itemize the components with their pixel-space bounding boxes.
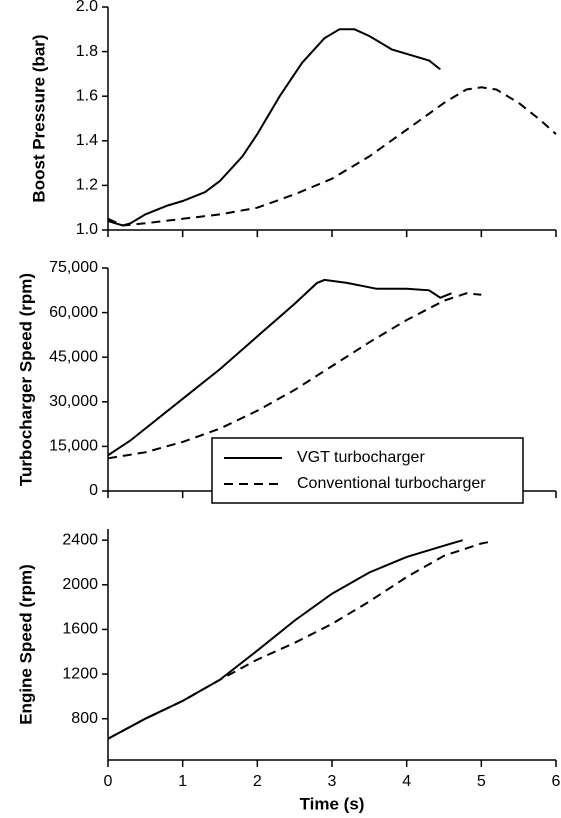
x-tick-label: 0: [104, 773, 113, 790]
y-axis-label: Engine Speed (rpm): [16, 564, 35, 725]
y-tick-label: 0: [89, 482, 98, 499]
y-tick-label: 15,000: [49, 438, 98, 455]
legend-label: VGT turbocharger: [297, 449, 425, 466]
x-tick-label: 1: [178, 773, 187, 790]
y-tick-label: 45,000: [49, 348, 98, 365]
y-tick-label: 1600: [62, 621, 98, 638]
y-tick-label: 1200: [62, 665, 98, 682]
series-line: [107, 28, 441, 227]
y-tick-label: 2400: [62, 531, 98, 548]
y-tick-label: 1.8: [76, 43, 98, 60]
legend: VGT turbocharger Conventional turbocharge…: [211, 437, 524, 504]
x-tick-label: 2: [253, 773, 262, 790]
y-tick-label: 1.0: [76, 221, 98, 238]
x-tick-label: 6: [552, 773, 561, 790]
series-line: [107, 540, 493, 740]
y-tick-label: 30,000: [49, 393, 98, 410]
y-tick-label: 1.4: [76, 132, 98, 149]
y-tick-label: 800: [71, 710, 98, 727]
series-line: [107, 278, 452, 457]
x-axis-label: Time (s): [300, 794, 365, 813]
series-line: [107, 539, 463, 740]
y-tick-label: 60,000: [49, 304, 98, 321]
y-tick-label: 2.0: [76, 0, 98, 15]
series-line: [107, 292, 482, 460]
y-tick-label: 1.6: [76, 87, 98, 104]
y-tick-label: 75,000: [49, 259, 98, 276]
legend-label: Conventional turbocharger: [297, 475, 486, 492]
x-tick-label: 5: [477, 773, 486, 790]
y-axis-label: Turbocharger Speed (rpm): [16, 273, 35, 486]
series-line: [107, 86, 557, 227]
x-tick-label: 3: [328, 773, 337, 790]
y-axis-label: Boost Pressure (bar): [29, 34, 48, 202]
y-tick-label: 2000: [62, 576, 98, 593]
x-tick-label: 4: [402, 773, 411, 790]
legend-box: [211, 437, 524, 504]
y-tick-label: 1.2: [76, 177, 98, 194]
